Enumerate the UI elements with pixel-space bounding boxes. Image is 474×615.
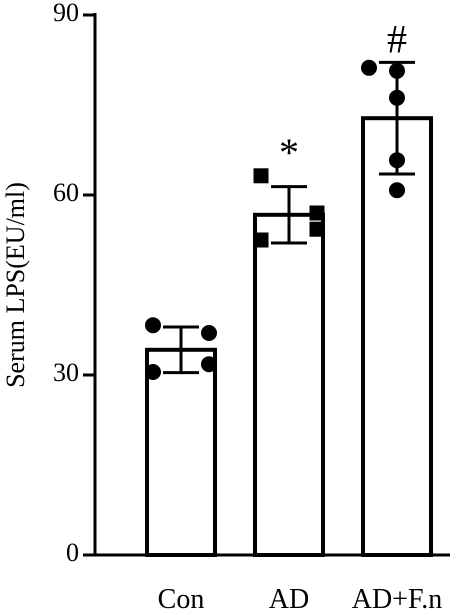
- data-point: [145, 364, 161, 380]
- data-point: [361, 59, 377, 76]
- data-point: [389, 89, 405, 106]
- data-point: [253, 168, 269, 184]
- significance-mark: #: [387, 16, 407, 61]
- y-axis-label: Serum LPS(EU/ml): [1, 182, 30, 388]
- data-point: [389, 182, 405, 199]
- x-tick-label: Con: [158, 584, 205, 615]
- data-point: [201, 325, 217, 341]
- significance-mark: *: [279, 130, 299, 175]
- data-point: [253, 232, 269, 248]
- data-point: [309, 205, 325, 221]
- y-tick-label: 90: [53, 0, 79, 27]
- bar: [145, 347, 217, 557]
- x-tick-label: AD: [269, 584, 309, 615]
- data-point: [389, 152, 405, 169]
- y-tick-label: 0: [66, 538, 79, 567]
- bar: [253, 212, 325, 558]
- data-point: [201, 356, 217, 373]
- y-tick-label: 60: [53, 178, 79, 207]
- data-point: [389, 62, 405, 79]
- data-point: [145, 317, 161, 334]
- data-point: [309, 221, 325, 237]
- x-tick-label: AD+F.n: [352, 584, 443, 615]
- y-tick-label: 30: [53, 358, 79, 387]
